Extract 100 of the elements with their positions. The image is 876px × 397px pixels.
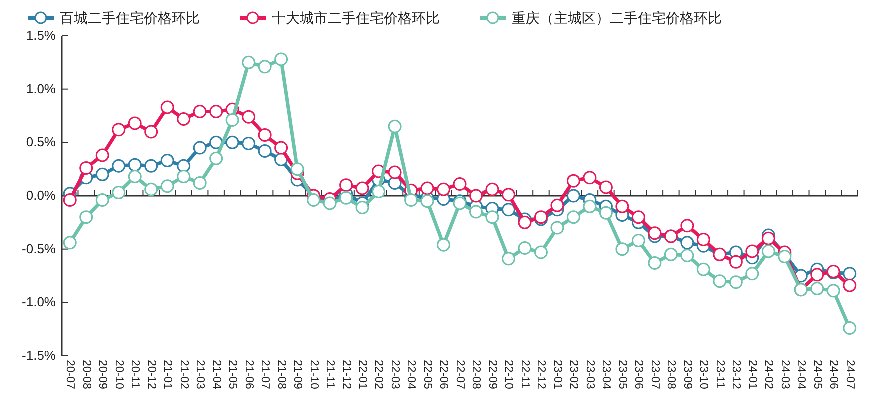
- point: [96, 194, 110, 208]
- point: [680, 236, 694, 250]
- point: [372, 184, 386, 198]
- x-tick-label: 23-01: [551, 360, 564, 390]
- point: [502, 252, 516, 266]
- point: [128, 116, 142, 130]
- x-tick-label: 23-07: [648, 360, 661, 390]
- point: [826, 284, 840, 298]
- x-tick-label: 23-04: [600, 360, 612, 390]
- legend-label: 百城二手住宅价格环比: [60, 10, 200, 26]
- x-tick-label: 24-06: [828, 360, 840, 390]
- point: [274, 141, 288, 155]
- point: [290, 162, 304, 176]
- x-tick-label: 22-02: [372, 360, 385, 390]
- point: [502, 203, 516, 217]
- point: [680, 248, 694, 262]
- x-tick-label: 21-12: [340, 360, 352, 390]
- x-tick-label: 22-12: [535, 360, 548, 390]
- point: [843, 278, 857, 292]
- point: [680, 219, 694, 233]
- point: [648, 256, 662, 270]
- point: [404, 194, 418, 208]
- point: [112, 159, 126, 173]
- point: [80, 210, 94, 224]
- point: [274, 52, 288, 66]
- x-tick-label: 20-09: [96, 360, 109, 390]
- x-tick-label: 20-12: [145, 360, 158, 390]
- point: [128, 170, 142, 184]
- y-tick-label: -0.5%: [22, 241, 56, 256]
- x-tick-label: 21-06: [242, 360, 255, 390]
- x-tick-label: 24-02: [762, 360, 775, 390]
- point: [843, 267, 857, 281]
- point: [226, 114, 240, 128]
- x-tick-label: 24-04: [795, 360, 808, 390]
- point: [437, 238, 451, 252]
- x-tick-label: 23-05: [616, 360, 628, 390]
- point: [486, 210, 500, 224]
- point: [762, 244, 776, 258]
- x-tick-label: 24-03: [778, 360, 791, 390]
- x-tick-label: 23-11: [714, 360, 726, 389]
- x-tick-label: 23-06: [632, 360, 645, 390]
- x-tick-label: 22-08: [470, 360, 482, 390]
- point: [258, 60, 272, 74]
- point: [177, 159, 191, 173]
- point: [599, 206, 613, 220]
- x-tick-label: 21-04: [210, 360, 222, 390]
- point: [226, 136, 240, 150]
- point: [63, 236, 77, 250]
- point: [210, 152, 224, 166]
- y-tick-label: 0.0%: [26, 188, 56, 203]
- x-tick-label: 24-01: [746, 360, 758, 390]
- x-tick-label: 22-04: [405, 360, 418, 390]
- x-tick-label: 21-09: [292, 360, 304, 390]
- point: [469, 189, 483, 203]
- point: [80, 162, 94, 176]
- point: [356, 200, 370, 214]
- point: [112, 123, 126, 137]
- point: [420, 194, 434, 208]
- x-tick-label: 21-10: [308, 360, 320, 390]
- point: [63, 194, 77, 208]
- x-tick-label: 23-09: [681, 360, 694, 390]
- point: [210, 104, 224, 118]
- point: [128, 158, 142, 172]
- point: [420, 182, 434, 196]
- legend-label: 十大城市二手住宅价格环比: [272, 10, 440, 26]
- point: [160, 180, 174, 194]
- point: [193, 176, 207, 190]
- y-tick-label: 1.5%: [26, 28, 56, 43]
- point: [616, 200, 630, 214]
- y-tick-label: -1.0%: [22, 294, 56, 310]
- x-tick-label: 21-08: [275, 360, 288, 390]
- x-tick-label: 21-03: [194, 360, 206, 390]
- point: [258, 128, 272, 142]
- point: [437, 182, 451, 196]
- x-tick-label: 22-01: [356, 360, 368, 390]
- point: [778, 250, 792, 264]
- x-tick-label: 20-11: [129, 360, 142, 389]
- y-tick-label: 1.0%: [26, 81, 56, 96]
- point: [356, 182, 370, 196]
- point: [534, 246, 548, 260]
- x-tick-label: 24-05: [811, 360, 824, 390]
- point: [242, 56, 256, 70]
- point: [242, 110, 256, 124]
- x-tick-label: 22-05: [421, 360, 434, 390]
- point: [160, 154, 174, 168]
- point: [96, 168, 110, 182]
- point: [144, 159, 158, 173]
- point: [616, 242, 630, 256]
- x-tick-label: 23-08: [665, 360, 678, 390]
- point: [746, 267, 760, 281]
- x-tick-label: 22-11: [518, 360, 531, 389]
- point: [307, 194, 321, 208]
- point: [632, 210, 646, 224]
- point: [144, 125, 158, 139]
- point: [713, 274, 727, 288]
- point: [388, 120, 402, 134]
- x-tick-label: 20-08: [80, 360, 92, 390]
- y-tick-label: 0.5%: [26, 134, 56, 150]
- x-tick-label: 22-10: [502, 360, 515, 390]
- x-tick-label: 22-06: [438, 360, 450, 390]
